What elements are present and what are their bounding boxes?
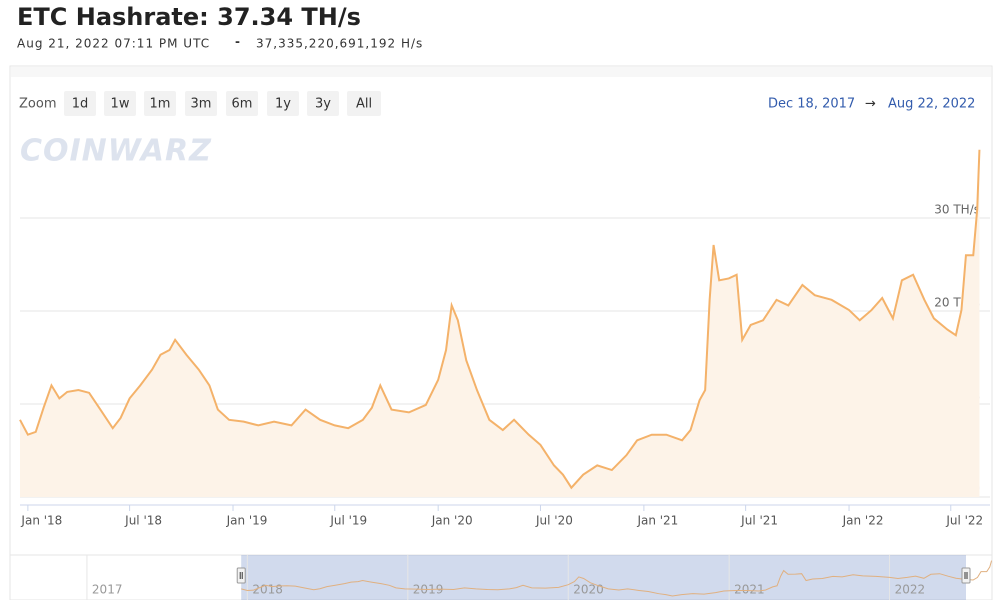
x-tick-label: Jul '21: [740, 514, 778, 528]
range-arrow: →: [865, 97, 876, 112]
zoom-button-label[interactable]: All: [356, 97, 372, 112]
navigator-tick-label: 2017: [92, 583, 123, 597]
page-title: ETC Hashrate: 37.34 TH/s: [17, 3, 361, 31]
hashrate-hs: 37,335,220,691,192 H/s: [256, 37, 423, 51]
x-tick-label: Jan '20: [431, 514, 473, 528]
zoom-button[interactable]: [347, 91, 381, 116]
zoom-button[interactable]: [307, 91, 339, 116]
zoom-button[interactable]: [185, 91, 217, 116]
zoom-label: Zoom: [19, 97, 56, 112]
range-from[interactable]: Dec 18, 2017: [768, 97, 855, 112]
zoom-button-label[interactable]: 3y: [315, 97, 331, 112]
x-tick-label: Jan '18: [20, 514, 62, 528]
x-tick-label: Jan '22: [842, 514, 884, 528]
zoom-button-label[interactable]: 1y: [275, 97, 291, 112]
navigator-tick-label: 2020: [573, 583, 604, 597]
navigator-tick-label: 2018: [252, 583, 283, 597]
navigator-handle[interactable]: [961, 567, 971, 584]
zoom-button-label[interactable]: 1d: [72, 97, 89, 112]
separator: -: [235, 35, 240, 49]
zoom-button[interactable]: [64, 91, 96, 116]
watermark: COINWARZ: [20, 134, 212, 169]
panel-strip: [11, 67, 991, 77]
navigator-handle[interactable]: [236, 567, 246, 584]
hashrate-line: [19, 149, 981, 490]
zoom-button-label[interactable]: 1w: [111, 97, 130, 112]
x-tick-label: Jul '18: [124, 514, 162, 528]
zoom-button-label[interactable]: 6m: [232, 97, 253, 112]
zoom-button[interactable]: [226, 91, 258, 116]
navigator-tick-label: 2022: [895, 583, 926, 597]
x-tick-label: Jul '22: [945, 514, 983, 528]
navigator-selection: [241, 555, 966, 600]
x-tick-label: Jul '19: [329, 514, 367, 528]
x-tick-label: Jan '21: [636, 514, 678, 528]
navigator-line: [241, 560, 993, 597]
x-tick-label: Jul '20: [535, 514, 573, 528]
zoom-button[interactable]: [104, 91, 136, 116]
area-fill: [20, 149, 980, 497]
range-to[interactable]: Aug 22, 2022: [888, 97, 975, 112]
zoom-button-label[interactable]: 3m: [191, 97, 212, 112]
y-tick-label: 30 TH/s: [934, 203, 980, 217]
x-tick-label: Jan '19: [226, 514, 268, 528]
navigator-tick-label: 2021: [734, 583, 765, 597]
zoom-button-label[interactable]: 1m: [150, 97, 171, 112]
zoom-button[interactable]: [267, 91, 299, 116]
zoom-button[interactable]: [144, 91, 176, 116]
timestamp: Aug 21, 2022 07:11 PM UTC: [17, 37, 210, 51]
